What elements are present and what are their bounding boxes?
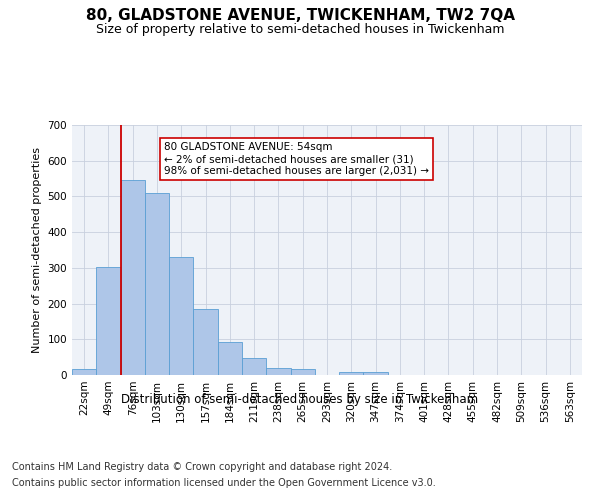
Bar [290,370,315,375]
Bar [218,342,242,375]
Bar [266,368,290,375]
Text: 80, GLADSTONE AVENUE, TWICKENHAM, TW2 7QA: 80, GLADSTONE AVENUE, TWICKENHAM, TW2 7Q… [86,8,515,22]
Y-axis label: Number of semi-detached properties: Number of semi-detached properties [32,147,42,353]
Bar [72,370,96,375]
Bar [169,257,193,375]
Bar [364,372,388,375]
Text: 80 GLADSTONE AVENUE: 54sqm
← 2% of semi-detached houses are smaller (31)
98% of : 80 GLADSTONE AVENUE: 54sqm ← 2% of semi-… [164,142,429,176]
Bar [193,309,218,375]
Bar [145,193,169,375]
Text: Distribution of semi-detached houses by size in Twickenham: Distribution of semi-detached houses by … [121,392,479,406]
Text: Contains HM Land Registry data © Crown copyright and database right 2024.: Contains HM Land Registry data © Crown c… [12,462,392,472]
Bar [242,358,266,375]
Bar [339,372,364,375]
Text: Contains public sector information licensed under the Open Government Licence v3: Contains public sector information licen… [12,478,436,488]
Text: Size of property relative to semi-detached houses in Twickenham: Size of property relative to semi-detach… [96,22,504,36]
Bar [96,267,121,375]
Bar [121,180,145,375]
